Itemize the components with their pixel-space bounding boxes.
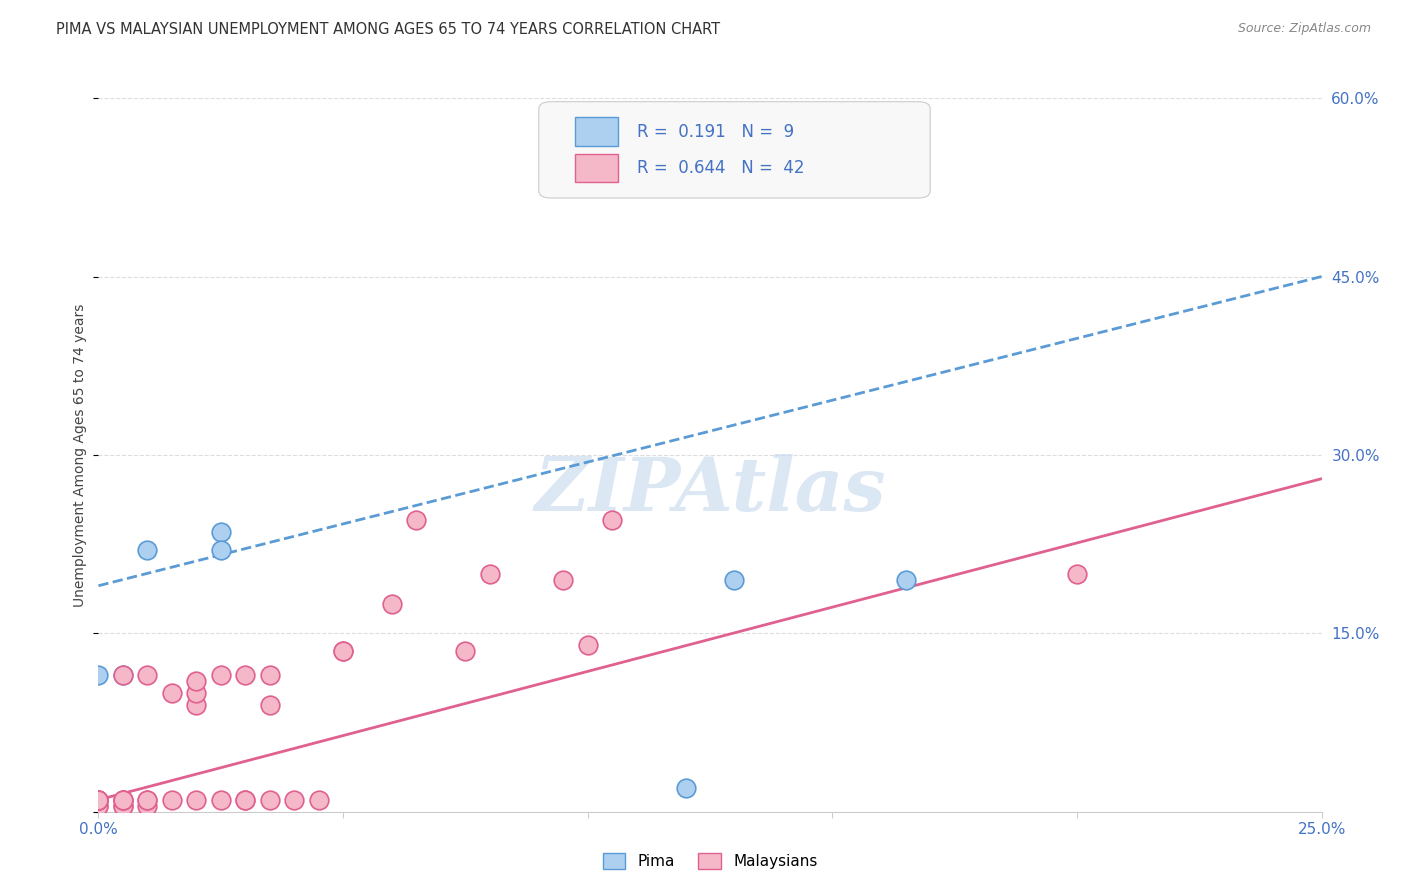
Point (478, 566, 501, 581)
Point (259, 698, 281, 712)
Point (87, 793, 110, 807)
Point (233, 668, 256, 682)
Point (87, 793, 110, 807)
Point (87, 793, 110, 807)
Point (136, 793, 159, 807)
Point (233, 793, 256, 807)
Point (553, 573, 575, 587)
Point (136, 543, 159, 558)
Point (600, 513, 623, 527)
Point (576, 638, 599, 652)
Point (332, 644, 354, 658)
Point (111, 798, 134, 813)
Point (111, 793, 134, 807)
Point (111, 668, 134, 682)
Point (87, 798, 110, 813)
Point (136, 668, 159, 682)
Point (87, 793, 110, 807)
Point (233, 793, 256, 807)
Point (332, 644, 354, 658)
Point (111, 793, 134, 807)
Point (209, 525, 232, 540)
Text: R =  0.191   N =  9: R = 0.191 N = 9 (637, 123, 794, 141)
Point (894, 573, 917, 587)
Point (454, 644, 477, 658)
Point (259, 668, 281, 682)
Point (160, 686, 183, 700)
Text: PIMA VS MALAYSIAN UNEMPLOYMENT AMONG AGES 65 TO 74 YEARS CORRELATION CHART: PIMA VS MALAYSIAN UNEMPLOYMENT AMONG AGE… (56, 22, 720, 37)
Point (111, 793, 134, 807)
Point (186, 673, 208, 688)
Text: ZIPAtlas: ZIPAtlas (534, 454, 886, 527)
Point (87, 798, 110, 813)
Y-axis label: Unemployment Among Ages 65 to 74 years: Unemployment Among Ages 65 to 74 years (73, 303, 87, 607)
Point (308, 793, 330, 807)
Point (209, 793, 232, 807)
Legend: Pima, Malaysians: Pima, Malaysians (596, 847, 824, 875)
Point (136, 793, 159, 807)
Point (1066, 566, 1088, 581)
Point (186, 686, 208, 700)
Point (723, 573, 745, 587)
Point (405, 513, 427, 527)
Point (283, 793, 305, 807)
Point (259, 793, 281, 807)
Text: R =  0.644   N =  42: R = 0.644 N = 42 (637, 159, 804, 177)
Bar (575, 118, 619, 146)
Point (87, 793, 110, 807)
Point (111, 668, 134, 682)
Point (381, 597, 404, 611)
FancyBboxPatch shape (538, 102, 931, 198)
Point (186, 793, 208, 807)
Point (87, 668, 110, 682)
Point (186, 698, 208, 712)
Point (111, 798, 134, 813)
Point (675, 780, 697, 795)
Point (209, 543, 232, 558)
Point (209, 668, 232, 682)
Point (160, 793, 183, 807)
Point (136, 798, 159, 813)
Text: Source: ZipAtlas.com: Source: ZipAtlas.com (1237, 22, 1371, 36)
Bar (575, 153, 619, 182)
